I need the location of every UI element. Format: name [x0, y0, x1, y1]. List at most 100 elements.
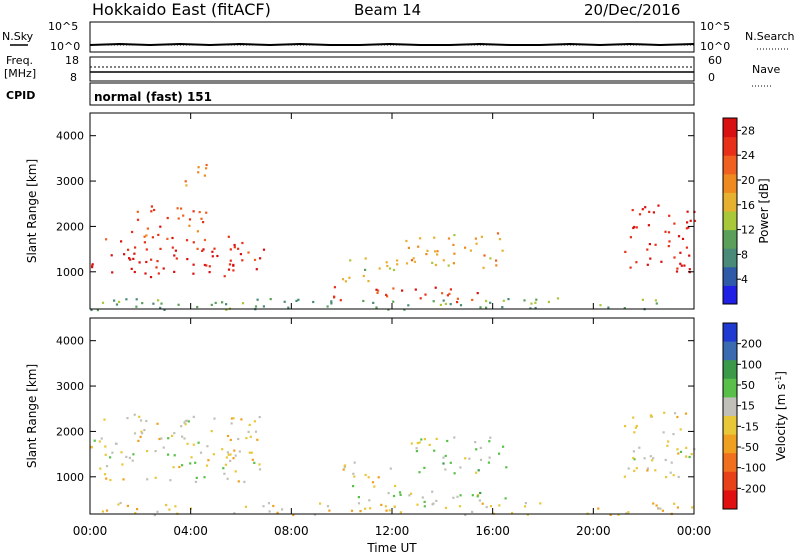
data-cell [488, 456, 491, 459]
data-cell [143, 241, 146, 244]
data-cell [244, 505, 247, 508]
data-cell [100, 437, 103, 440]
data-cell [431, 490, 434, 493]
data-cell [392, 494, 396, 498]
data-cell [146, 450, 149, 453]
data-cell [225, 308, 228, 311]
data-cell [369, 507, 372, 510]
data-cell [237, 437, 240, 441]
data-cell [498, 504, 501, 507]
data-cell [259, 257, 262, 260]
data-cell [128, 257, 131, 260]
data-cell [159, 306, 162, 309]
data-cell [197, 441, 200, 444]
data-cell [688, 268, 691, 271]
data-cell [412, 257, 415, 260]
data-cell [238, 450, 241, 453]
colorbar-tick-label: 50 [741, 379, 755, 392]
data-cell [125, 455, 128, 458]
data-cell [495, 259, 498, 262]
data-cell [185, 419, 188, 422]
data-cell [556, 297, 560, 300]
data-cell [399, 511, 402, 514]
data-cell [206, 445, 209, 448]
data-cell [431, 261, 434, 264]
data-cell [227, 268, 231, 271]
data-cell [456, 495, 459, 498]
data-cell [664, 230, 667, 233]
data-cell [135, 298, 138, 301]
power-y-axis: 1000 2000 3000 4000 [56, 130, 694, 279]
data-cell [213, 417, 216, 420]
data-cell [392, 268, 396, 272]
data-cell [174, 505, 177, 508]
data-cell [196, 305, 199, 309]
data-cell [151, 236, 154, 239]
data-cell [673, 502, 676, 505]
data-cell [485, 506, 488, 509]
data-cell [505, 466, 508, 469]
data-cell [459, 466, 462, 469]
data-cell [195, 476, 198, 479]
data-cell [526, 513, 529, 516]
data-cell [135, 305, 138, 308]
data-cell [341, 278, 345, 281]
data-cell [258, 416, 261, 419]
data-cell [208, 271, 211, 274]
data-cell [367, 280, 370, 283]
data-cell [103, 418, 106, 421]
nsky-label: N.Sky [2, 30, 34, 43]
power-scatter-data [90, 163, 697, 312]
data-cell [268, 510, 271, 513]
colorbar-tick-label: 4 [741, 273, 748, 286]
data-cell [631, 209, 634, 212]
data-cell [676, 506, 679, 509]
data-cell [676, 267, 679, 270]
data-cell [185, 184, 188, 187]
data-cell [638, 213, 642, 216]
data-cell [479, 446, 482, 449]
data-cell [617, 513, 620, 516]
data-cell [394, 484, 397, 488]
data-cell [475, 242, 478, 245]
data-cell [434, 286, 437, 289]
data-cell [171, 434, 174, 437]
data-cell [646, 263, 649, 266]
nsearch-label: N.Search [745, 30, 795, 43]
data-cell [120, 240, 123, 243]
data-cell [262, 248, 266, 251]
data-cell [134, 246, 137, 249]
data-cell [664, 458, 667, 462]
data-cell [180, 207, 183, 210]
data-cell [367, 476, 370, 479]
data-cell [232, 457, 235, 460]
y-tick-label: 3000 [56, 175, 84, 188]
data-cell [90, 446, 93, 449]
data-cell [453, 436, 456, 439]
freq-label-2: [MHz] [4, 67, 36, 80]
data-cell [258, 468, 262, 471]
colorbar-tick-label: -50 [741, 441, 759, 454]
data-cell [648, 210, 651, 213]
data-cell [188, 224, 191, 227]
data-cell [197, 166, 200, 169]
velocity-y-axis-label: Slant Range [km] [25, 364, 39, 468]
data-cell [668, 240, 671, 243]
data-cell [447, 237, 451, 240]
data-cell [661, 509, 664, 512]
cpid-label: CPID [6, 89, 35, 102]
data-cell [90, 308, 93, 312]
data-cell [249, 435, 252, 438]
data-cell [98, 440, 101, 443]
data-cell [449, 303, 452, 306]
data-cell [667, 231, 671, 234]
data-cell [442, 462, 445, 465]
noise-sky-line [89, 42, 695, 47]
data-cell [253, 258, 257, 261]
data-cell [372, 301, 375, 304]
data-cell [297, 298, 300, 301]
data-cell [446, 294, 449, 297]
data-cell [386, 295, 389, 298]
data-cell [444, 454, 447, 457]
data-cell [239, 253, 242, 256]
